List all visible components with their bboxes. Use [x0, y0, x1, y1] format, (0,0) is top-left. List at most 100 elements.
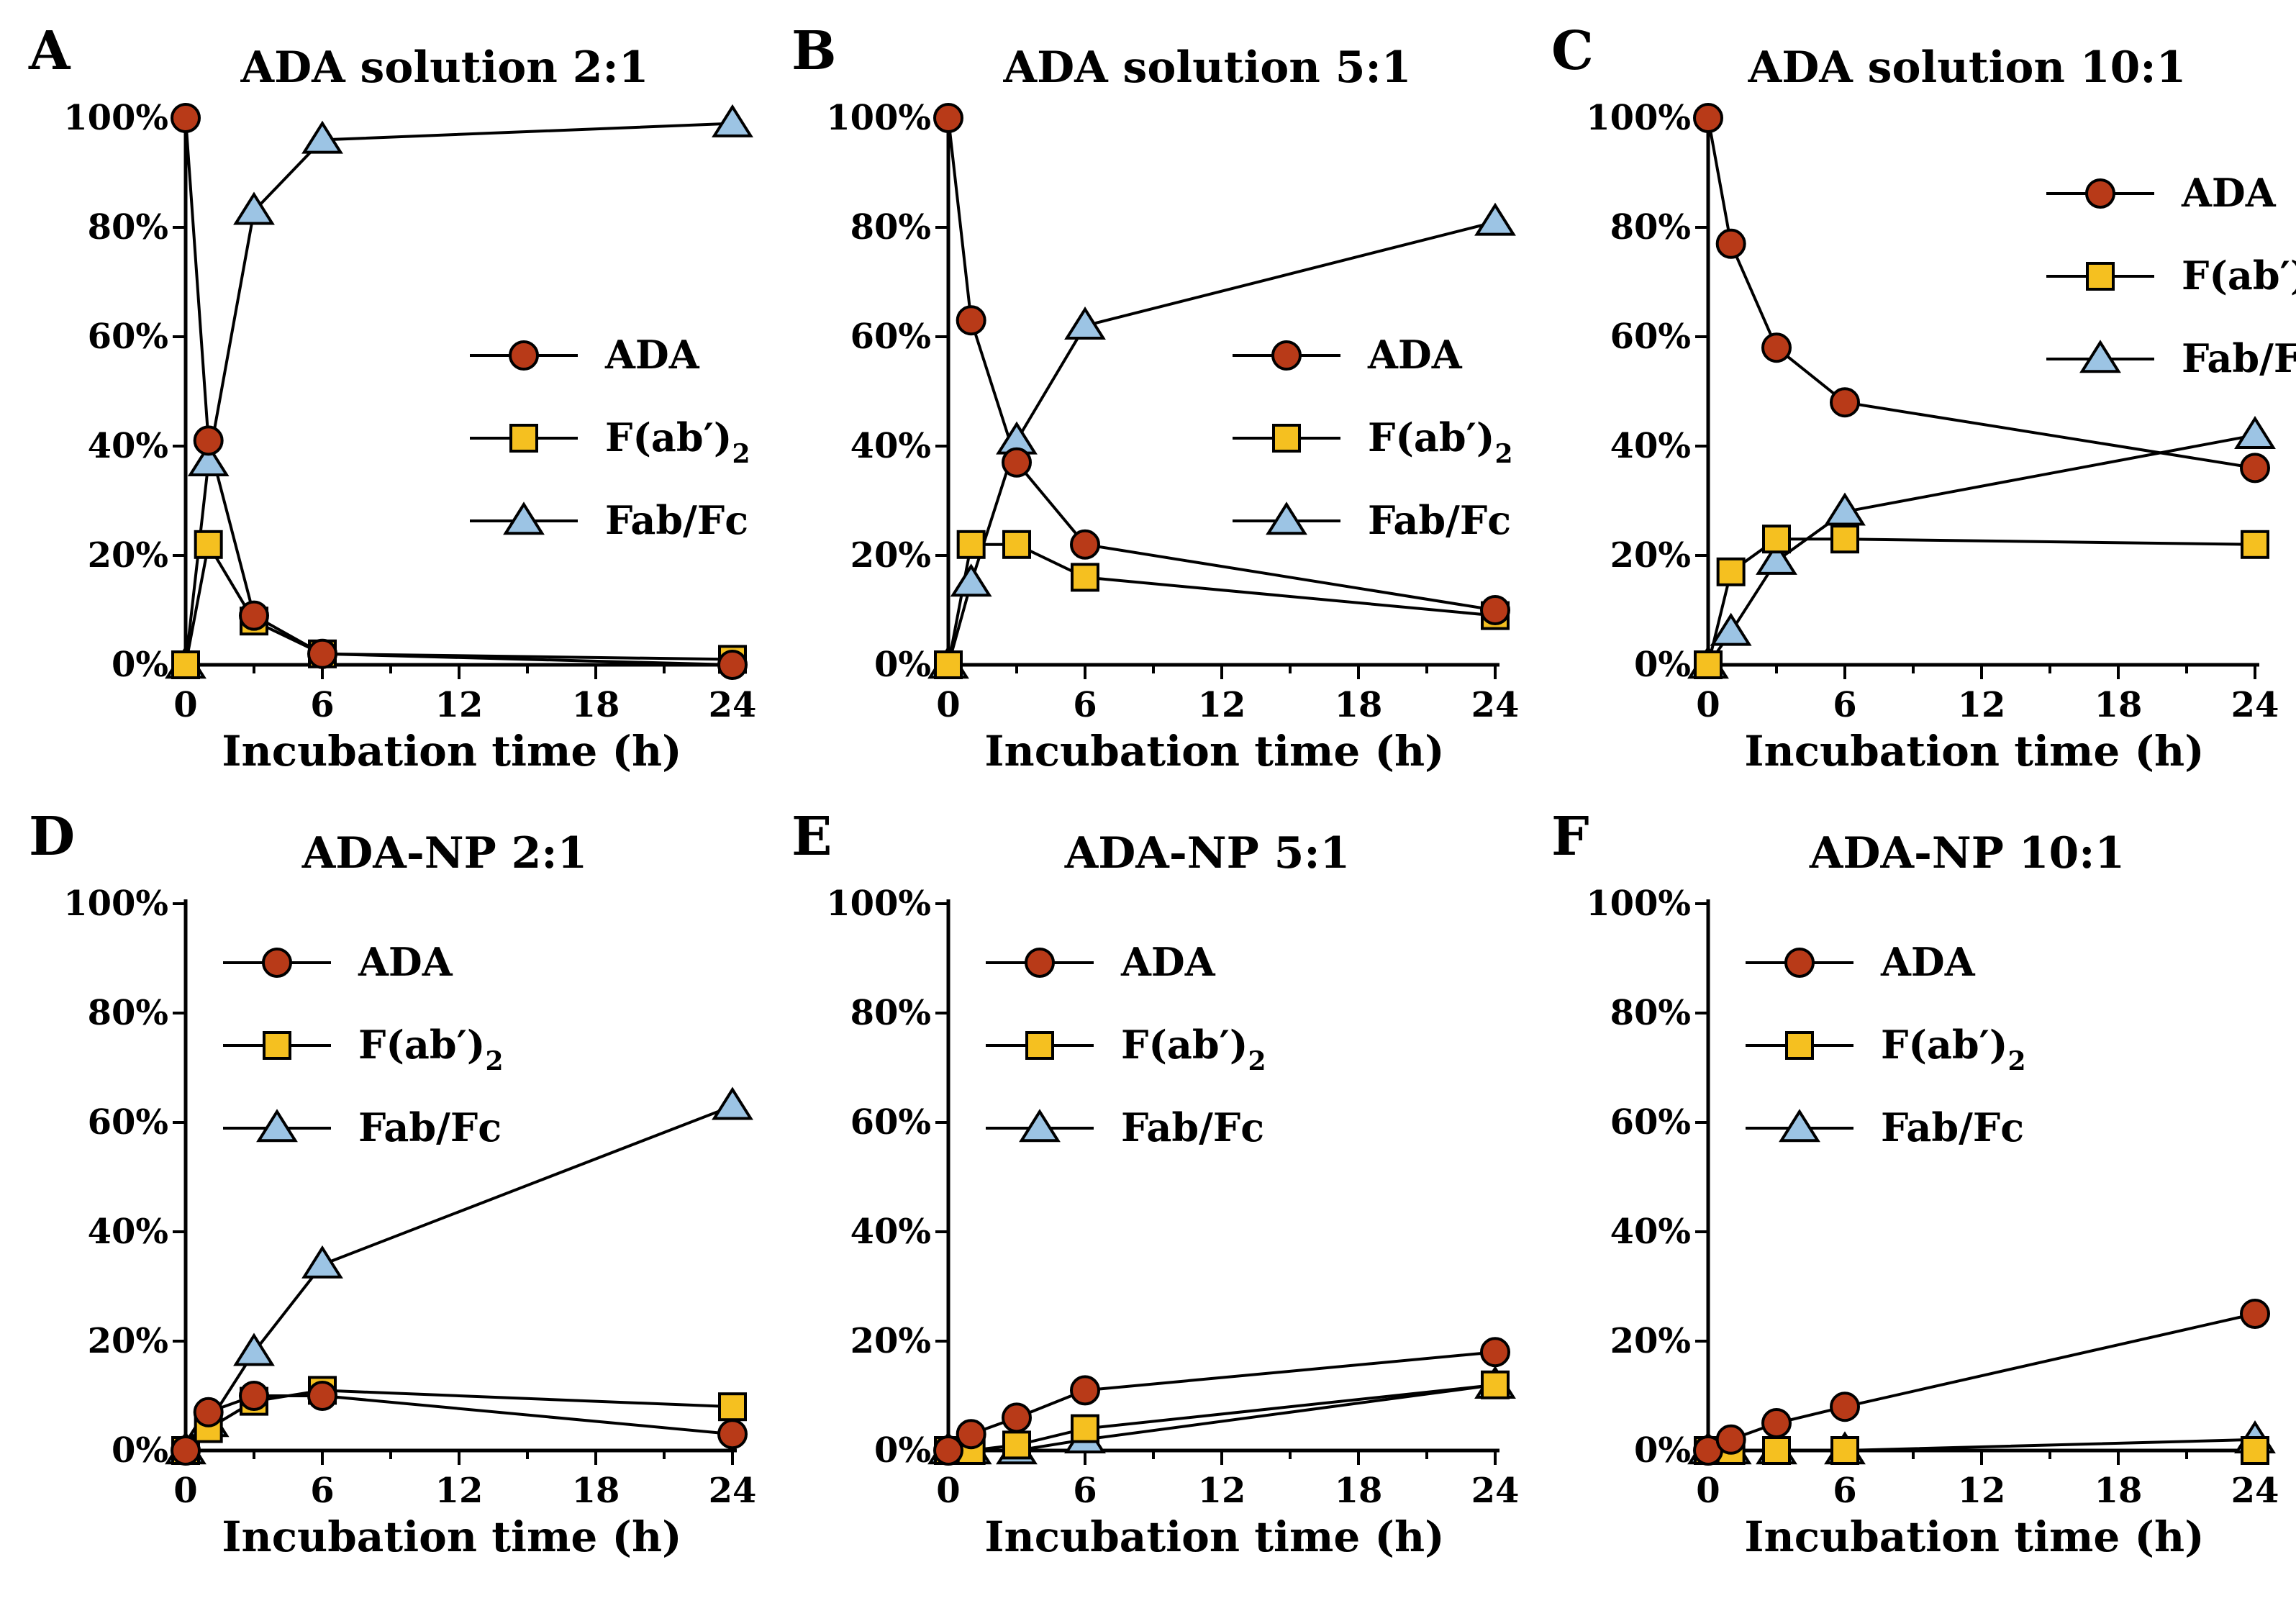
y-tick-label: 20%	[88, 535, 168, 576]
legend-label: Fab/Fc	[1121, 1104, 1264, 1150]
y-tick-label: 60%	[850, 317, 931, 357]
data-point-circle	[307, 1381, 337, 1411]
data-point-circle	[1715, 228, 1746, 259]
x-tick-label: 12	[435, 685, 484, 725]
y-tick-label: 80%	[88, 993, 168, 1033]
legend-marker-circle	[509, 340, 539, 371]
data-point-circle	[2240, 453, 2270, 484]
legend-marker-circle	[1784, 948, 1815, 978]
panel-title: ADA solution 5:1	[1003, 42, 1412, 93]
panel-E: E ADA-NP 5:1 0% 20% 40% 60% 80% 100% 0 6 12 18 24 Inc…	[791, 806, 1519, 1561]
legend-marker-square	[2086, 262, 2115, 291]
data-point-triangle	[2234, 416, 2276, 450]
x-axis-label: Incubation time (h)	[1744, 1512, 2204, 1561]
y-tick-label: 40%	[88, 1212, 168, 1252]
x-tick-label: 0	[936, 685, 960, 725]
legend-label: Fab/Fc	[605, 497, 748, 543]
data-point-triangle	[301, 120, 343, 154]
data-point-triangle	[1824, 492, 1866, 526]
y-tick-label: 40%	[1610, 426, 1691, 466]
series-square	[947, 542, 1496, 666]
y-tick-label: 100%	[63, 884, 168, 924]
data-point-square	[2241, 1436, 2269, 1465]
data-point-circle	[193, 1397, 224, 1427]
data-point-square	[1716, 557, 1746, 586]
data-point-square	[1762, 1436, 1791, 1465]
y-tick-label: 0%	[1634, 645, 1691, 685]
x-axis-label: Incubation time (h)	[1744, 727, 2204, 776]
x-tick-label: 18	[572, 685, 620, 725]
data-point-circle	[717, 1419, 748, 1450]
y-tick-label: 100%	[826, 884, 931, 924]
x-tick-label: 12	[1958, 1471, 2006, 1511]
data-point-circle	[1761, 332, 1792, 363]
data-point-triangle	[1756, 541, 1797, 575]
data-point-circle	[1070, 529, 1100, 560]
x-tick-label: 12	[1198, 685, 1246, 725]
y-tick-label: 80%	[850, 993, 931, 1033]
legend-marker-triangle	[1266, 501, 1307, 535]
data-point-circle	[956, 1419, 986, 1450]
y-tick-label: 100%	[826, 98, 931, 138]
series-circle	[184, 117, 733, 666]
legend-marker-square	[1272, 424, 1301, 453]
series-markers-square	[934, 530, 1510, 679]
y-tick-label: 0%	[1634, 1430, 1691, 1471]
panel-letter: F	[1551, 806, 1589, 868]
legend-marker-circle	[1271, 340, 1302, 371]
x-tick-label: 6	[310, 685, 334, 725]
series-square	[1707, 537, 2256, 666]
legend: ADA F(ab′)2 Fab/Fc	[2046, 170, 2296, 381]
series-triangle	[184, 122, 733, 666]
data-point-square	[1694, 650, 1723, 679]
y-tick-label: 20%	[88, 1321, 168, 1361]
series-markers-circle	[1693, 1299, 2270, 1466]
x-tick-label: 12	[435, 1471, 484, 1511]
data-point-triangle	[301, 1245, 343, 1279]
legend-marker-triangle	[2079, 340, 2121, 373]
panel-title: ADA-NP 10:1	[1809, 828, 2125, 879]
series-square	[184, 540, 733, 666]
data-point-square	[2241, 530, 2269, 559]
legend-label: F(ab′)2	[605, 414, 750, 469]
panel-C: C ADA solution 10:1 0% 20% 40% 60% 80% 100% 0 6 12…	[1551, 20, 2296, 776]
x-axis-label: Incubation time (h)	[222, 727, 681, 776]
y-tick-label: 20%	[1610, 535, 1691, 576]
y-tick-label: 20%	[850, 535, 931, 576]
data-point-circle	[1693, 103, 1723, 133]
data-point-triangle	[233, 191, 275, 225]
series-line	[1707, 117, 2256, 470]
data-point-square	[718, 1392, 747, 1422]
data-point-triangle	[1064, 307, 1106, 340]
y-tick-label: 100%	[63, 98, 168, 138]
y-tick-label: 80%	[1610, 993, 1691, 1033]
x-axis-label: Incubation time (h)	[984, 1512, 1444, 1561]
data-point-triangle	[712, 104, 753, 137]
x-tick-label: 6	[1833, 1471, 1856, 1511]
x-tick-label: 18	[1335, 685, 1383, 725]
panel-title: ADA solution 10:1	[1748, 42, 2187, 93]
data-point-circle	[1002, 447, 1032, 478]
series-line	[1707, 537, 2256, 666]
legend: ADA F(ab′)2 Fab/Fc	[1746, 939, 2026, 1150]
data-point-circle	[1070, 1375, 1100, 1406]
data-point-circle	[1761, 1408, 1792, 1438]
panel-letter: E	[791, 806, 832, 868]
y-tick-label: 80%	[1610, 207, 1691, 248]
data-point-circle	[2240, 1299, 2270, 1329]
x-tick-label: 24	[1471, 685, 1520, 725]
data-point-square	[1002, 1430, 1031, 1460]
y-tick-label: 80%	[88, 207, 168, 248]
y-tick-label: 20%	[850, 1321, 931, 1361]
panel-letter: C	[1551, 20, 1594, 82]
x-tick-label: 24	[709, 685, 757, 725]
series-circle	[1707, 1312, 2256, 1452]
y-tick-label: 40%	[850, 426, 931, 466]
y-tick-label: 80%	[850, 207, 931, 248]
legend: ADA F(ab′)2 Fab/Fc	[1233, 332, 1513, 543]
y-tick-label: 0%	[112, 1430, 168, 1471]
legend-label: Fab/Fc	[1368, 497, 1511, 543]
data-point-square	[1481, 1370, 1510, 1399]
legend-marker-square	[509, 424, 538, 453]
x-tick-label: 6	[1073, 1471, 1097, 1511]
